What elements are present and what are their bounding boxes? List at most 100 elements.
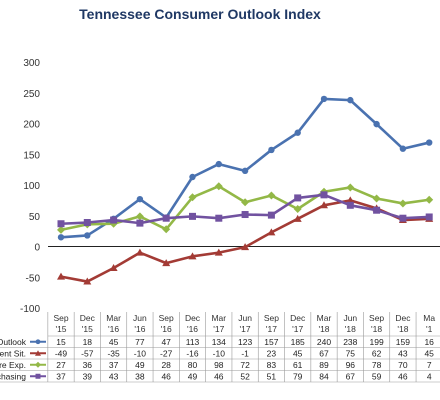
table-row-label: erall Outlook [0,337,27,347]
y-tick-label: 50 [29,212,41,223]
data-point [214,182,223,191]
table-cell-value: 59 [372,371,382,381]
data-point [57,272,65,280]
chart-title: Tennessee Consumer Outlook Index [79,6,321,22]
x-tick-label: Mar [317,313,332,323]
data-point [57,225,65,234]
table-cell-value: 79 [293,371,303,381]
x-tick-label: Mar [106,313,121,323]
table-cell-value: 39 [83,371,93,381]
table-cell-value: 185 [291,337,305,347]
legend-key-marker [35,361,41,368]
table-cell-value: 7 [427,360,432,370]
x-tick-label: Jun [133,313,147,323]
data-point [84,232,91,239]
y-tick-label: 300 [23,58,40,69]
x-tick-label: '18 [318,324,329,334]
table-cell-value: 45 [424,348,434,358]
table-cell-value: -35 [107,348,120,358]
x-tick-label: '15 [82,324,93,334]
x-tick-label: '17 [292,324,303,334]
data-point [399,214,407,222]
table-cell-value: 16 [424,337,434,347]
data-point [399,145,407,152]
table-cell-value: 123 [238,337,252,347]
table-cell-value: -1 [241,348,249,358]
data-point [162,214,170,222]
table-cell-value: 61 [293,360,303,370]
data-point [346,201,354,209]
table-cell-value: -49 [55,348,68,358]
table-cell-value: 43 [398,348,408,358]
table-cell-value: 159 [396,337,410,347]
data-point [189,173,196,181]
table-cell-value: 45 [293,348,303,358]
table-cell-value: 45 [109,337,119,347]
x-tick-label: Sep [159,313,174,323]
table-cell-value: 49 [135,360,145,370]
table-cell-value: 38 [135,371,145,381]
data-point [346,196,355,204]
data-point [373,120,380,128]
table-cell-value: 70 [398,360,408,370]
data-point [268,146,275,154]
table-cell-value: 52 [240,371,250,381]
data-table: Sep'15Dec'15Mar'16Jun'16Sep'16Dec'16Mar'… [0,312,440,383]
table-cell-value: 240 [317,337,331,347]
data-point [372,194,381,203]
table-cell-value: 18 [83,337,93,347]
data-point [267,191,276,200]
table-cell-value: 15 [56,337,66,347]
data-point [136,219,144,227]
x-tick-label: '18 [371,324,382,334]
data-point [109,264,118,272]
data-point [267,211,275,219]
data-point [135,212,144,221]
table-cell-value: 83 [267,360,277,370]
data-point [188,193,197,202]
series-lines [57,95,434,285]
data-point [425,195,434,204]
data-point [320,191,328,199]
table-cell-value: -27 [160,348,173,358]
data-point [83,219,91,227]
table-cell-value: 46 [398,371,408,381]
x-tick-label: Sep [264,313,279,323]
x-tick-label: '16 [161,324,172,334]
data-point [293,204,302,213]
table-cell-value: 46 [161,371,171,381]
legend-key-marker [35,350,41,356]
table-row-label: ure Exp. [0,360,26,370]
data-point [241,167,249,175]
data-point [189,212,196,220]
table-cell-value: -57 [81,348,94,358]
table-cell-value: 84 [319,371,329,381]
y-tick-label: 250 [23,89,40,100]
table-cell-value: 96 [346,360,356,370]
data-point [57,234,65,241]
table-row-label: rchasing [0,371,26,381]
x-tick-label: '18 [345,324,356,334]
data-point [162,259,171,267]
x-tick-label: '16 [187,324,198,334]
y-tick-label: -100 [20,304,40,315]
table-cell-value: 157 [264,337,278,347]
y-tick-label: -50 [26,273,41,284]
table-cell-value: 37 [56,371,66,381]
data-point [320,201,328,209]
x-tick-label: Dec [80,313,96,323]
data-point [57,220,65,228]
x-tick-label: '1 [426,324,433,334]
table-cell-value: 72 [240,360,250,370]
table-cell-value: 23 [267,348,277,358]
x-tick-label: Mar [211,313,226,323]
data-point [241,198,250,207]
x-tick-label: Dec [185,313,201,323]
data-point [320,95,328,103]
table-cell-value: 28 [161,360,171,370]
table-cell-value: 49 [188,371,198,381]
x-tick-label: '16 [134,324,145,334]
table-cell-value: 78 [372,360,382,370]
x-tick-label: Dec [395,313,411,323]
